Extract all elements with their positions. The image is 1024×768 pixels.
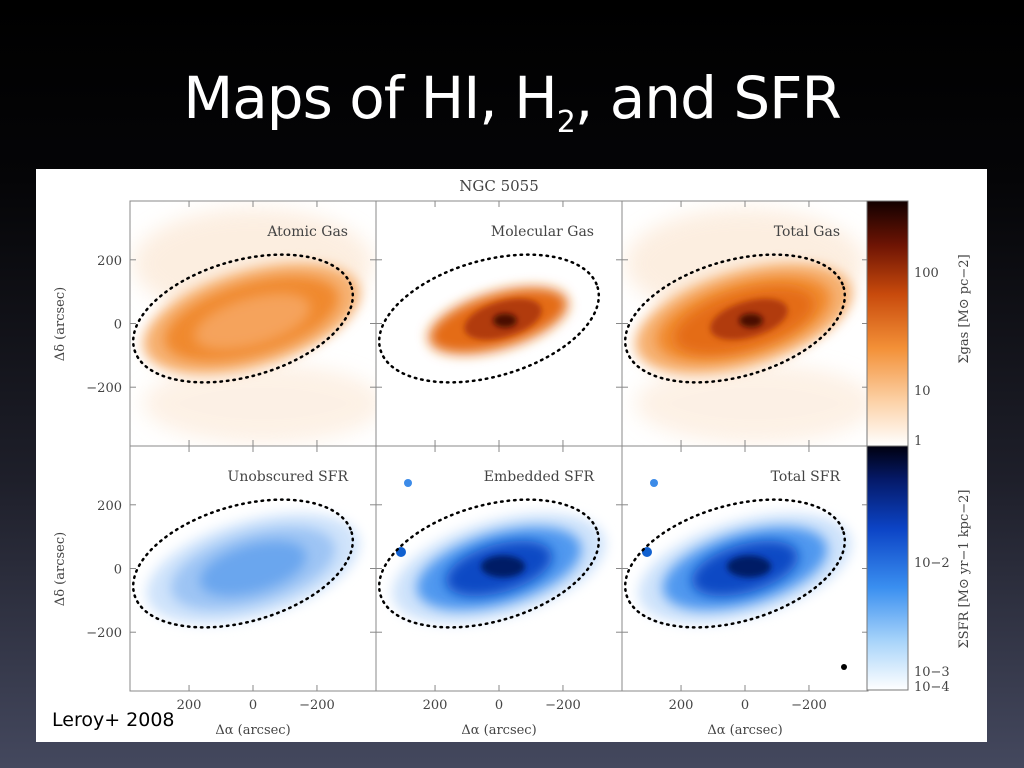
panel-label: Total SFR — [771, 469, 841, 485]
map-panel-6: Total SFR — [621, 445, 869, 692]
map-panel-5: Embedded SFR — [375, 445, 623, 692]
galaxy-ellipse-outline — [377, 498, 601, 629]
gas-colorbar-tick-1: 1 — [914, 434, 922, 449]
panel-label: Molecular Gas — [491, 224, 594, 240]
sfr-colorbar-tick-1e-2: 10−2 — [914, 556, 950, 571]
x-tick-label: −200 — [299, 698, 335, 713]
y-tick-label: −200 — [86, 381, 122, 396]
map-panel-4: Unobscured SFR — [129, 445, 377, 692]
y-tick-label: −200 — [86, 626, 122, 641]
panel-label: Total Gas — [774, 224, 840, 240]
map-panel-3: Total Gas — [621, 200, 869, 447]
credit-label: Leroy+ 2008 — [48, 709, 179, 731]
galaxy-ellipse-outline — [623, 498, 847, 629]
galaxy-ellipse-outline — [377, 253, 601, 384]
y-tick-label: 0 — [114, 318, 122, 333]
x-axis-label-right: Δα (arcsec) — [707, 723, 782, 738]
x-tick-label: 0 — [741, 698, 749, 713]
panel-label: Unobscured SFR — [228, 469, 349, 485]
y-axis-label-top: Δδ (arcsec) — [53, 287, 68, 361]
sfr-colorbar-tick-1e-4: 10−4 — [914, 680, 950, 695]
x-axis-label-left: Δα (arcsec) — [215, 723, 290, 738]
sfr-colorbar-label: ΣSFR [M⊙ yr−1 kpc−2] — [957, 489, 972, 648]
gas-colorbar-label: Σgas [M⊙ pc−2] — [957, 254, 972, 363]
x-tick-label: 0 — [495, 698, 503, 713]
beam-marker — [841, 664, 847, 670]
x-tick-label: 200 — [423, 698, 448, 713]
panel-label: Atomic Gas — [266, 224, 348, 240]
galaxy-name: NGC 5055 — [459, 177, 539, 195]
title-text-main: Maps of HI, H — [183, 64, 558, 132]
galaxy-ellipse-outline — [623, 253, 847, 384]
x-tick-label: 0 — [249, 698, 257, 713]
x-tick-label: 200 — [669, 698, 694, 713]
map-panel-2: Molecular Gas — [375, 200, 623, 447]
galaxy-ellipse-outline — [131, 498, 355, 629]
x-tick-label: −200 — [791, 698, 827, 713]
gas-colorbar — [866, 200, 909, 447]
gas-colorbar-tick-10: 10 — [914, 384, 931, 399]
title-text-end: , and SFR — [574, 64, 842, 132]
galaxy-ellipse-outline — [131, 253, 355, 384]
slide-title: Maps of HI, H2, and SFR — [0, 58, 1024, 138]
sfr-colorbar — [866, 445, 909, 691]
x-tick-label: −200 — [545, 698, 581, 713]
panel-label: Embedded SFR — [484, 469, 595, 485]
gas-colorbar-tick-100: 100 — [914, 266, 939, 281]
x-axis-label-middle: Δα (arcsec) — [461, 723, 536, 738]
y-tick-label: 200 — [97, 254, 122, 269]
sfr-colorbar-tick-1e-3: 10−3 — [914, 665, 950, 680]
galaxy-maps-figure: NGC 5055 Atomic Gas Molecular Gas Total Ga… — [53, 177, 972, 738]
x-tick-label: 200 — [177, 698, 202, 713]
y-tick-label: 200 — [97, 499, 122, 514]
y-tick-label: 0 — [114, 563, 122, 578]
figure-panel: NGC 5055 Atomic Gas Molecular Gas Total Ga… — [36, 169, 987, 742]
y-axis-label-bottom: Δδ (arcsec) — [53, 532, 68, 606]
title-subscript: 2 — [556, 105, 576, 140]
map-panel-1: Atomic Gas — [129, 200, 377, 447]
